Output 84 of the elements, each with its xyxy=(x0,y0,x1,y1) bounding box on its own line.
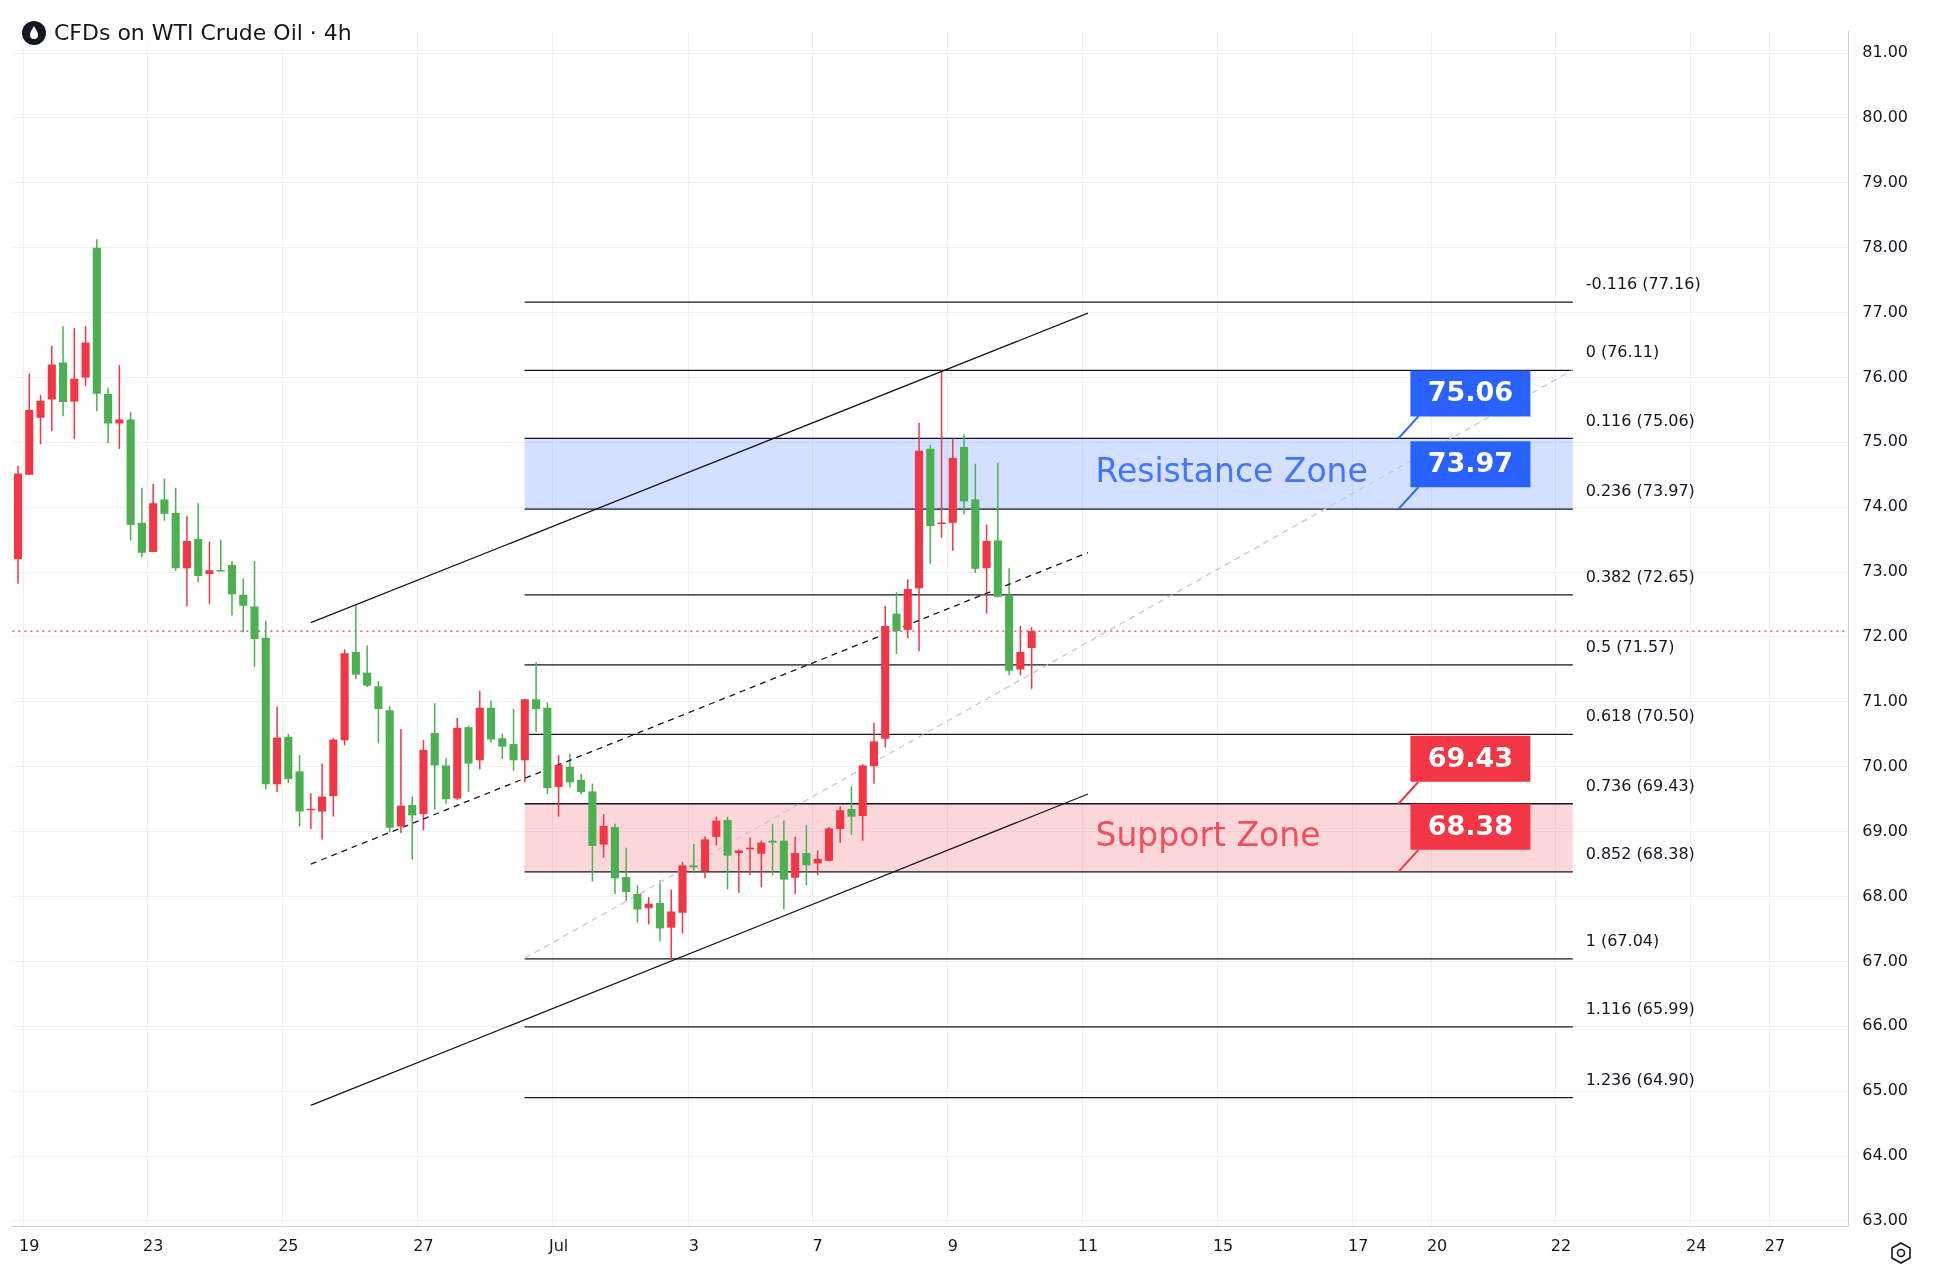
candlestick xyxy=(408,795,417,861)
ref-line-label: 0.382 (72.65) xyxy=(1585,566,1695,586)
candlestick xyxy=(734,848,743,894)
y-tick-label: 75.00 xyxy=(1862,431,1909,451)
candlestick xyxy=(667,888,676,961)
candlestick xyxy=(622,847,631,902)
y-tick-label: 67.00 xyxy=(1862,950,1909,970)
y-tick-label: 76.00 xyxy=(1862,366,1909,386)
x-tick-label: 25 xyxy=(278,1235,299,1255)
y-tick-label: 70.00 xyxy=(1862,755,1909,775)
ref-line-label: -0.116 (77.16) xyxy=(1585,274,1701,294)
ref-line-label: 0 (76.11) xyxy=(1585,342,1660,362)
y-tick-label: 79.00 xyxy=(1862,171,1909,191)
candlestick xyxy=(239,577,248,634)
y-tick-label: 65.00 xyxy=(1862,1080,1909,1100)
candlestick xyxy=(599,813,608,859)
x-tick-label: 9 xyxy=(947,1235,958,1255)
annotation: 75.06 xyxy=(1427,376,1514,408)
y-tick-label: 63.00 xyxy=(1862,1210,1909,1230)
candlestick xyxy=(633,884,642,924)
candlestick xyxy=(205,540,214,605)
candlestick xyxy=(396,728,405,834)
candlestick xyxy=(374,680,383,745)
y-tick-label: 74.00 xyxy=(1862,496,1909,516)
x-tick-label: 17 xyxy=(1348,1235,1369,1255)
candlestick xyxy=(509,708,518,772)
ref-line-label: 1 (67.04) xyxy=(1585,930,1660,950)
candlestick xyxy=(554,754,563,818)
ref-line-label: 0.116 (75.06) xyxy=(1585,410,1695,430)
x-tick-label: 27 xyxy=(413,1235,434,1255)
ref-line-label: 0.5 (71.57) xyxy=(1585,637,1675,657)
candlestick xyxy=(565,753,574,789)
y-tick-label: 66.00 xyxy=(1862,1015,1909,1035)
y-tick-label: 81.00 xyxy=(1862,42,1909,62)
candlestick xyxy=(160,477,169,522)
annotation: 69.43 xyxy=(1427,741,1514,773)
x-tick-label: 22 xyxy=(1550,1235,1572,1255)
chart-title: CFDs on WTI Crude Oil · 4h xyxy=(54,20,352,45)
candlestick xyxy=(577,773,586,795)
band-label: Resistance Zone xyxy=(1095,451,1368,491)
annotation: 73.97 xyxy=(1427,447,1514,479)
candlestick xyxy=(351,604,360,680)
annotation: 68.38 xyxy=(1427,809,1514,841)
candlestick xyxy=(712,815,721,847)
x-tick-label: 20 xyxy=(1426,1235,1448,1255)
y-tick-label: 78.00 xyxy=(1862,236,1909,256)
candlestick xyxy=(836,805,845,844)
candlestick xyxy=(115,364,124,450)
candlestick xyxy=(892,591,901,655)
x-tick-label: 23 xyxy=(142,1235,164,1255)
x-tick-label: 27 xyxy=(1764,1235,1786,1255)
candlestick xyxy=(318,762,327,841)
y-tick-label: 72.00 xyxy=(1862,626,1909,646)
candlestick xyxy=(768,823,777,876)
y-tick-label: 71.00 xyxy=(1862,691,1909,711)
ref-line-label: 1.236 (64.90) xyxy=(1585,1069,1695,1089)
candlestick xyxy=(363,644,372,688)
ref-line-label: 1.116 (65.99) xyxy=(1585,999,1695,1019)
y-tick-label: 77.00 xyxy=(1862,301,1909,321)
x-tick-label: 11 xyxy=(1077,1235,1099,1255)
band-label: Support Zone xyxy=(1095,815,1321,855)
x-tick-label: 15 xyxy=(1212,1235,1234,1255)
y-tick-label: 69.00 xyxy=(1862,820,1909,840)
ref-line-label: 0.736 (69.43) xyxy=(1585,775,1695,795)
x-tick-label: Jul xyxy=(547,1235,569,1255)
candlestick xyxy=(498,732,507,760)
candlestick xyxy=(802,824,811,887)
candlestick xyxy=(757,839,766,889)
x-tick-label: 3 xyxy=(688,1235,699,1255)
ref-line-label: 0.618 (70.50) xyxy=(1585,706,1695,726)
x-tick-label: 7 xyxy=(812,1235,823,1255)
candlestick xyxy=(847,785,856,836)
candlestick xyxy=(36,394,45,446)
ref-line-label: 0.236 (73.97) xyxy=(1585,481,1695,501)
candlestick xyxy=(70,327,79,440)
candlestick xyxy=(689,843,698,874)
y-tick-label: 73.00 xyxy=(1862,561,1909,581)
x-tick-label: 19 xyxy=(19,1235,40,1255)
ref-line-label: 0.852 (68.38) xyxy=(1585,844,1695,864)
candlestick xyxy=(532,661,541,734)
y-tick-label: 80.00 xyxy=(1862,107,1909,127)
y-tick-label: 64.00 xyxy=(1862,1145,1909,1165)
x-tick-label: 24 xyxy=(1685,1235,1707,1255)
y-tick-label: 68.00 xyxy=(1862,885,1909,905)
